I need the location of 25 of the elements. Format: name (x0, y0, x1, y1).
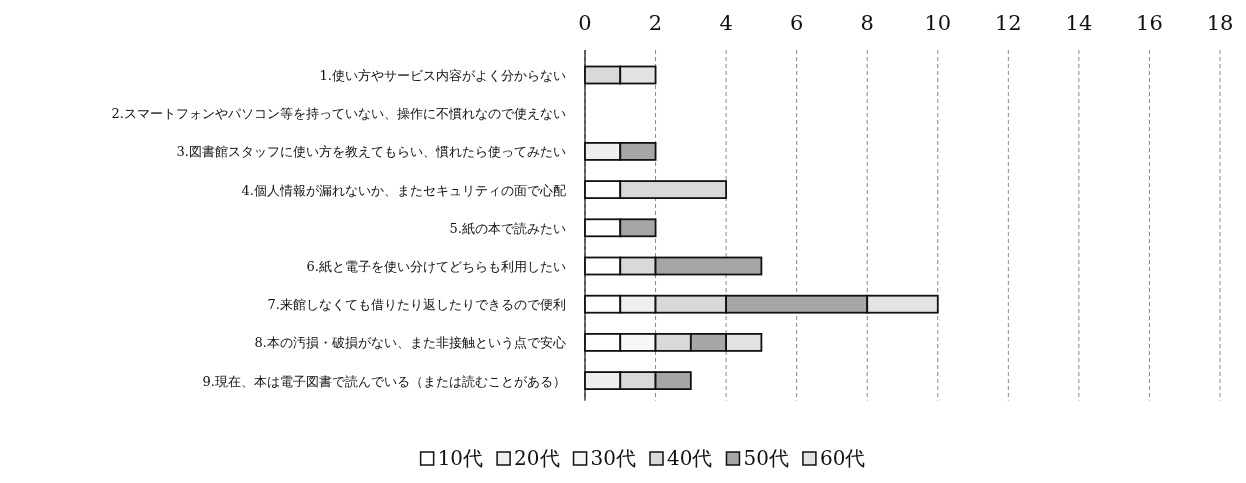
x-tick-label: 18 (1206, 11, 1234, 35)
legend-label: 60代 (819, 446, 866, 470)
y-tick-label: 6.紙と電子を使い分けてどちらも利用したい (306, 259, 566, 274)
y-tick-label: 7.来館しなくても借りたり返したりできるので便利 (267, 297, 566, 313)
y-tick-label: 1.使い方やサービス内容がよく分からない (319, 68, 566, 83)
y-tick-label: 5.紙の本で読みたい (449, 220, 566, 236)
y-tick-label: 2.スマートフォンやパソコン等を持っていない、操作に不慣れなので使えない (111, 106, 566, 122)
y-tick-label: 9.現在、本は電子図書で読んでいる（または読むことがある） (202, 373, 566, 389)
legend-label: 30代 (590, 446, 636, 470)
y-tick-label: 4.個人情報が漏れないか、またセキュリティの面で心配 (241, 182, 566, 198)
x-tick-label: 12 (994, 11, 1022, 35)
legend-label: 10代 (437, 446, 484, 470)
y-tick-label: 8.本の汚損・破損がない、また非接触という点で安心 (254, 335, 566, 351)
x-tick-label: 14 (1065, 11, 1093, 35)
legend-label: 20代 (514, 446, 560, 470)
x-tick-label: 10 (924, 11, 952, 35)
x-tick-label: 8 (860, 11, 874, 35)
x-tick-label: 2 (648, 11, 663, 35)
legend-label: 50代 (743, 446, 789, 470)
x-tick-label: 4 (719, 11, 733, 35)
y-tick-label: 3.図書館スタッフに使い方を教えてもらい、慣れたら使ってみたい (176, 144, 566, 160)
x-tick-label: 6 (789, 11, 804, 35)
x-tick-label: 16 (1136, 11, 1163, 35)
legend-label: 40代 (667, 446, 713, 470)
x-tick-label: 0 (578, 11, 592, 35)
